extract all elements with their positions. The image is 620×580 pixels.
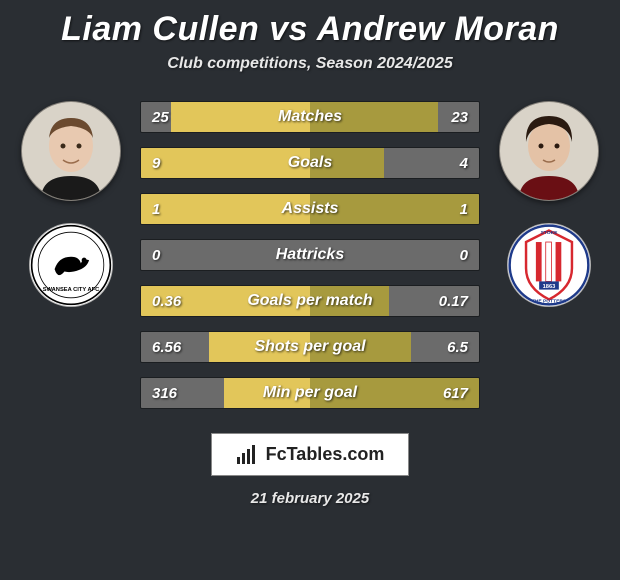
stat-name: Hattricks [192,246,428,264]
stat-label-row: 25Matches23 [140,108,480,126]
stoke-logo-icon: STOKE THE POTTERS 1863 [508,224,590,306]
stat-row: 6.56Shots per goal6.5 [140,331,480,363]
stat-row: 0.36Goals per match0.17 [140,285,480,317]
svg-text:1863: 1863 [543,284,556,290]
stat-value-p2: 4 [428,155,468,172]
svg-text:THE POTTERS: THE POTTERS [532,299,567,305]
stat-value-p2: 23 [428,109,468,126]
stat-row: 25Matches23 [140,101,480,133]
player2-club-logo: STOKE THE POTTERS 1863 [507,223,591,307]
stat-name: Goals per match [192,292,428,310]
brand-text: FcTables.com [266,444,385,465]
date-text: 21 february 2025 [251,490,369,507]
stat-name: Goals [192,154,428,172]
page-title: Liam Cullen vs Andrew Moran [0,10,620,49]
page-subtitle: Club competitions, Season 2024/2025 [0,55,620,73]
stat-label-row: 1Assists1 [140,200,480,218]
chart-icon [236,445,258,465]
player2-photo [499,101,599,201]
stat-value-p1: 6.56 [152,339,192,356]
stat-row: 0Hattricks0 [140,239,480,271]
stat-value-p2: 1 [428,201,468,218]
stat-name: Matches [192,108,428,126]
brand-badge: FcTables.com [211,433,410,476]
stat-label-row: 6.56Shots per goal6.5 [140,338,480,356]
stat-label-row: 316Min per goal617 [140,384,480,402]
main-row: SWANSEA CITY AFC 25Matches23 9Goals4 1Assi… [0,101,620,409]
stat-label-row: 0Hattricks0 [140,246,480,264]
stat-value-p2: 0 [428,247,468,264]
stat-value-p1: 1 [152,201,192,218]
stat-row: 316Min per goal617 [140,377,480,409]
stat-label-row: 9Goals4 [140,154,480,172]
player1-column: SWANSEA CITY AFC [16,101,126,307]
stat-value-p1: 0 [152,247,192,264]
player2-avatar-icon [509,110,589,200]
stat-value-p2: 617 [428,385,468,402]
stat-value-p2: 6.5 [428,339,468,356]
stat-value-p2: 0.17 [428,293,468,310]
stat-value-p1: 316 [152,385,192,402]
stat-value-p1: 9 [152,155,192,172]
stat-name: Min per goal [192,384,428,402]
svg-text:SWANSEA CITY AFC: SWANSEA CITY AFC [43,287,100,293]
player1-photo [21,101,121,201]
comparison-card: Liam Cullen vs Andrew Moran Club competi… [0,0,620,580]
svg-text:STOKE: STOKE [541,230,559,236]
player1-avatar-icon [31,110,111,200]
footer: FcTables.com 21 february 2025 [0,433,620,507]
stat-value-p1: 25 [152,109,192,126]
stat-row: 1Assists1 [140,193,480,225]
player1-club-logo: SWANSEA CITY AFC [29,223,113,307]
stat-name: Shots per goal [192,338,428,356]
stat-name: Assists [192,200,428,218]
swansea-logo-icon: SWANSEA CITY AFC [30,224,112,306]
stat-label-row: 0.36Goals per match0.17 [140,292,480,310]
player2-column: STOKE THE POTTERS 1863 [494,101,604,307]
stat-value-p1: 0.36 [152,293,192,310]
stat-bars: 25Matches23 9Goals4 1Assists1 0Hattricks0 0.… [140,101,480,409]
stat-row: 9Goals4 [140,147,480,179]
